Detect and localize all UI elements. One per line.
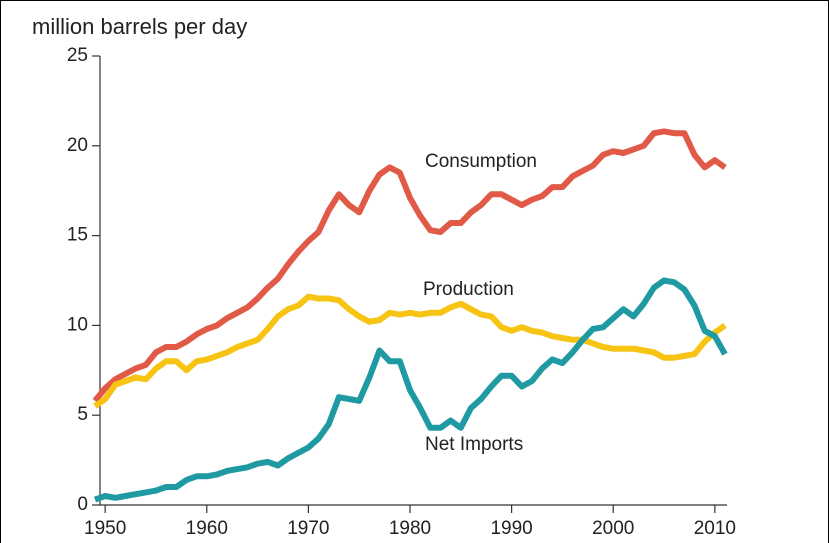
y-tick-label: 20 xyxy=(67,135,88,156)
series-line xyxy=(93,293,727,409)
y-tick-label: 0 xyxy=(77,494,88,515)
series-line xyxy=(92,128,727,403)
y-tick-label: 5 xyxy=(77,404,88,425)
x-tick-label: 2000 xyxy=(592,518,634,539)
series-label: Net Imports xyxy=(425,434,523,455)
series-line xyxy=(94,277,728,503)
y-tick-label: 10 xyxy=(67,314,88,335)
x-tick-label: 1950 xyxy=(84,518,126,539)
x-tick-label: 2010 xyxy=(694,518,736,539)
y-tick-label: 25 xyxy=(67,45,88,66)
x-tick-label: 1970 xyxy=(287,518,329,539)
y-tick-label: 15 xyxy=(67,225,88,246)
x-tick-label: 1960 xyxy=(186,518,228,539)
series-label: Production xyxy=(423,279,514,300)
x-tick-label: 1990 xyxy=(490,518,532,539)
x-tick-label: 1980 xyxy=(389,518,431,539)
y-axis-label: million barrels per day xyxy=(32,14,247,39)
series-label: Consumption xyxy=(425,151,537,172)
